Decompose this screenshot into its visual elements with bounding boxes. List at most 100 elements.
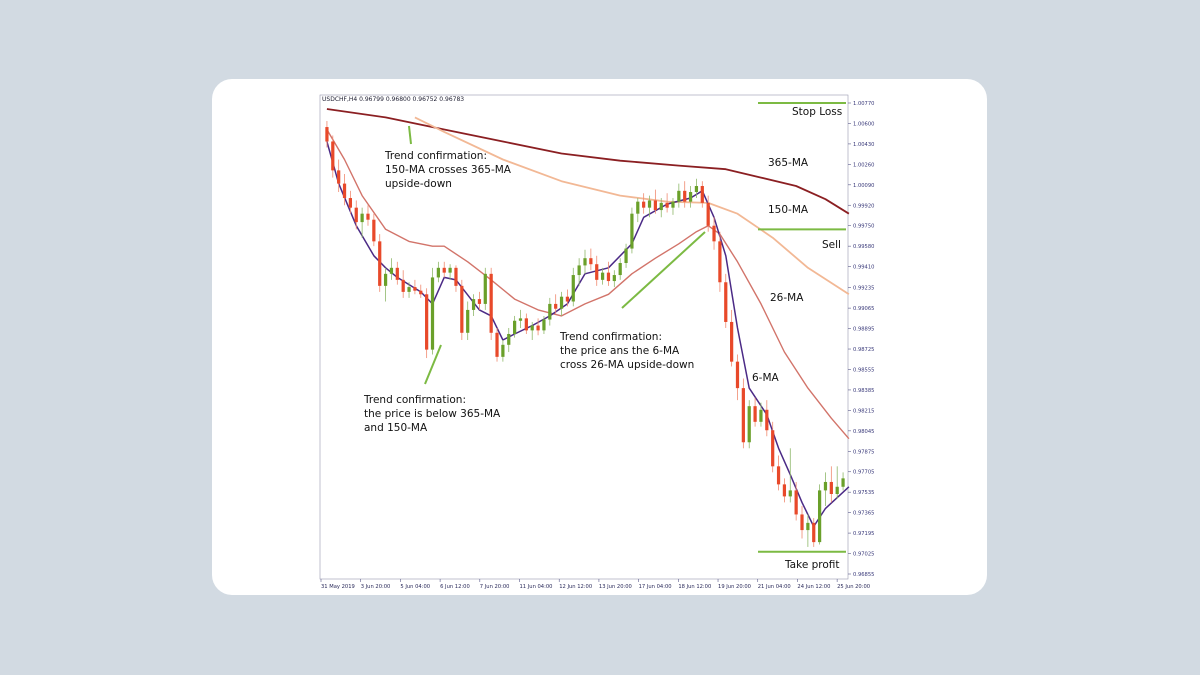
candle-body	[841, 478, 845, 487]
annotation-line: Trend confirmation:	[363, 394, 466, 406]
y-tick-label: 0.98385	[853, 388, 874, 394]
candle-body	[583, 258, 587, 266]
x-tick-label: 18 Jun 12:00	[678, 584, 711, 590]
candle-body	[354, 207, 358, 223]
ma-label-365: 365-MA	[768, 157, 809, 169]
candle-body	[817, 490, 822, 543]
annotation-line: Trend confirmation:	[559, 331, 662, 343]
candle-bear	[454, 265, 458, 292]
candle-bull	[507, 327, 511, 353]
y-tick-label: 0.98215	[853, 408, 874, 414]
price-levels	[758, 102, 846, 553]
candle-body	[360, 213, 364, 223]
candlestick-chart: USDCHF,H4 0.96799 0.96800 0.96752 0.9678…	[319, 94, 874, 590]
candle-body	[747, 406, 751, 443]
y-tick-label: 1.00600	[853, 121, 874, 127]
candle-body	[759, 409, 763, 422]
annotation-pointers	[408, 125, 706, 385]
candle-bear	[812, 518, 816, 547]
candle-bull	[542, 315, 546, 334]
annotation-line: the price is below 365-MA	[364, 408, 501, 420]
candle-bear	[724, 273, 728, 328]
candles	[325, 121, 845, 547]
candle-bear	[348, 190, 353, 214]
candle-bear	[589, 248, 593, 271]
candle-bull	[571, 267, 575, 307]
candle-body	[389, 267, 394, 274]
annotation-price-below: Trend confirmation: the price is below 3…	[363, 394, 501, 434]
y-tick-label: 0.97365	[853, 511, 874, 517]
candle-body	[618, 263, 622, 276]
candle-body	[348, 198, 353, 208]
candle-body	[730, 321, 734, 362]
ma-label-26: 26-MA	[770, 292, 804, 304]
candle-body	[595, 264, 599, 280]
candle-body	[600, 272, 605, 280]
candle-body	[630, 213, 634, 249]
candle-bear	[524, 313, 528, 334]
candle-bear	[800, 506, 804, 539]
candle-bull	[823, 472, 828, 507]
x-tick-label: 31 May 2019	[321, 584, 355, 590]
x-tick-label: 6 Jun 12:00	[440, 584, 470, 590]
candle-body	[741, 388, 745, 443]
candle-body	[430, 277, 435, 350]
level-label-take-profit: Take profit	[784, 559, 840, 571]
y-tick-label: 0.99065	[853, 306, 874, 312]
candle-body	[829, 481, 833, 494]
candle-bear	[366, 205, 370, 226]
candle-bear	[653, 189, 657, 214]
candle-bear	[683, 181, 687, 208]
candle-bear	[372, 213, 376, 247]
candle-body	[401, 279, 405, 292]
candle-body	[378, 241, 382, 286]
candle-bear	[829, 466, 833, 503]
candle-bull	[618, 258, 622, 280]
y-tick-label: 0.98895	[853, 327, 874, 333]
candle-body	[565, 296, 570, 302]
candle-bear	[565, 289, 570, 307]
y-tick-label: 0.99750	[853, 224, 874, 230]
candle-bear	[342, 173, 347, 206]
candle-bear	[776, 455, 781, 491]
candle-bull	[636, 198, 640, 223]
candle-body	[454, 267, 458, 286]
candle-body	[642, 201, 646, 208]
candle-bull	[806, 514, 810, 547]
candle-body	[571, 275, 575, 302]
candle-bull	[747, 400, 751, 449]
candle-body	[653, 200, 657, 211]
candle-body	[647, 200, 652, 208]
candle-bear	[782, 478, 787, 503]
candle-body	[536, 325, 540, 331]
candle-bear	[753, 397, 757, 427]
candle-body	[606, 272, 611, 282]
y-tick-label: 0.99580	[853, 244, 874, 250]
candle-body	[776, 466, 781, 485]
candle-body	[471, 299, 476, 310]
candle-bear	[477, 291, 482, 310]
y-tick-label: 0.97025	[853, 552, 874, 558]
y-tick-label: 1.00770	[853, 101, 874, 107]
candle-body	[706, 202, 710, 226]
candle-body	[448, 267, 452, 273]
annotation-line: Trend confirmation:	[384, 150, 487, 162]
candle-bull	[577, 258, 581, 286]
candle-bull	[600, 267, 605, 285]
plot-frame	[319, 94, 849, 580]
annotation-line: 150-MA crosses 365-MA	[385, 164, 512, 176]
candle-bear	[442, 261, 446, 278]
candle-bull	[647, 195, 652, 218]
candle-body	[589, 258, 593, 265]
candle-bull	[530, 321, 534, 341]
candle-bear	[395, 261, 399, 285]
candle-body	[331, 141, 335, 171]
candle-body	[466, 309, 470, 333]
candle-body	[665, 202, 669, 208]
candle-body	[559, 296, 564, 309]
candle-bear	[700, 181, 704, 208]
candle-bear	[331, 135, 335, 178]
candle-bull	[407, 282, 411, 298]
y-tick-label: 0.97705	[853, 470, 874, 476]
x-tick-label: 11 Jun 04:00	[520, 584, 553, 590]
